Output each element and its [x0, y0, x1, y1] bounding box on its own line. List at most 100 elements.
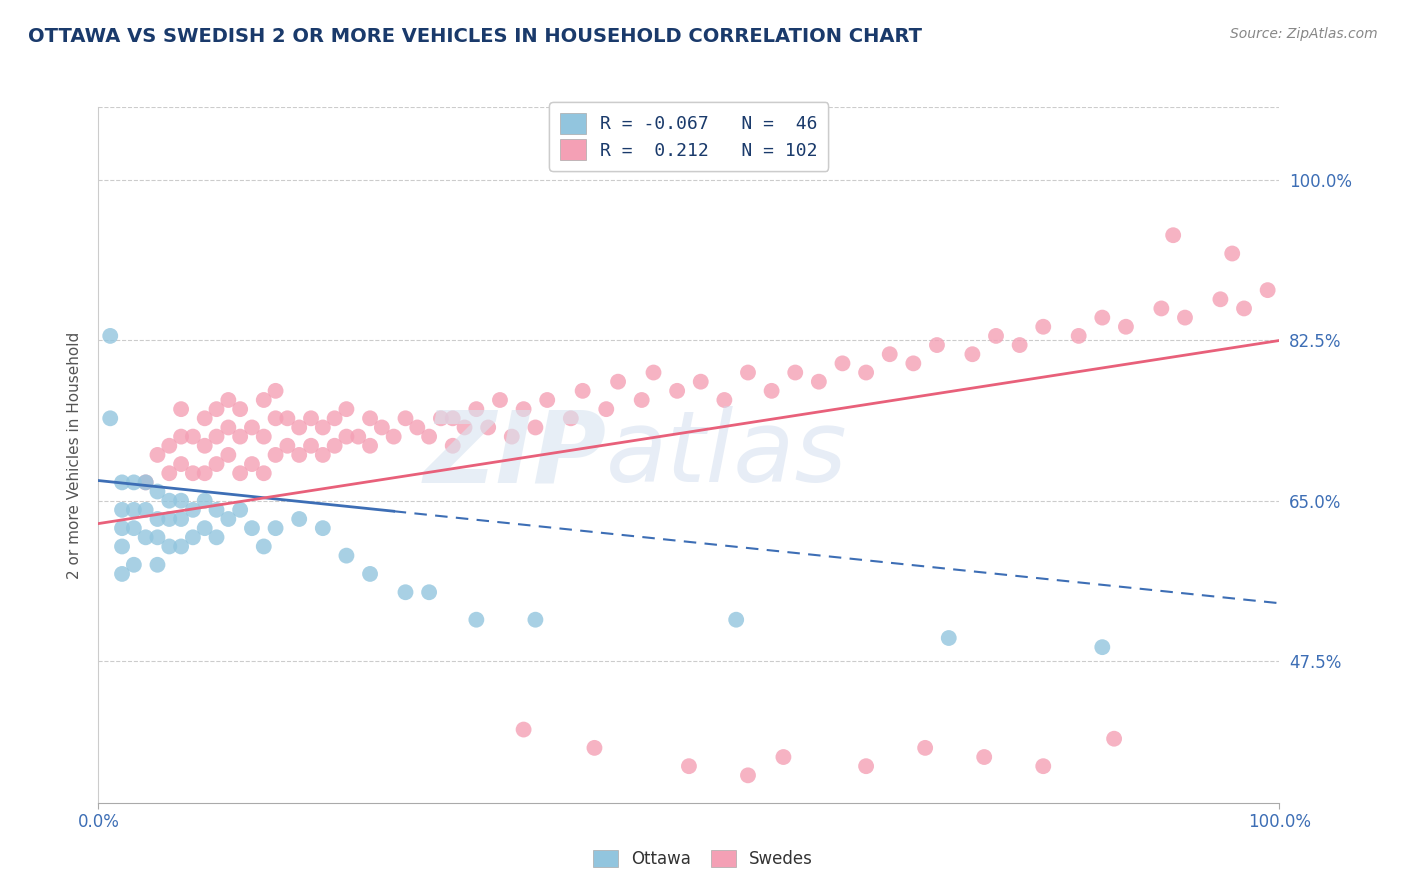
Point — [170, 457, 193, 471]
Point — [181, 467, 204, 481]
Point — [371, 420, 394, 434]
Point — [276, 439, 298, 453]
Point — [312, 420, 335, 434]
Point — [217, 448, 239, 462]
Point — [253, 467, 276, 481]
Point — [1032, 759, 1054, 773]
Point — [111, 521, 134, 535]
Point — [146, 530, 169, 544]
Point — [855, 366, 877, 380]
Point — [1257, 283, 1279, 297]
Point — [240, 457, 263, 471]
Point — [359, 439, 381, 453]
Point — [512, 402, 534, 417]
Point — [205, 530, 228, 544]
Point — [630, 392, 652, 407]
Point — [135, 475, 157, 490]
Point — [394, 585, 416, 599]
Point — [831, 356, 853, 370]
Point — [264, 448, 287, 462]
Point — [170, 540, 193, 554]
Point — [264, 521, 287, 535]
Point — [418, 429, 440, 443]
Point — [135, 503, 157, 517]
Point — [465, 402, 488, 417]
Point — [323, 439, 346, 453]
Point — [299, 411, 322, 425]
Point — [441, 439, 464, 453]
Point — [406, 420, 429, 434]
Point — [1161, 228, 1184, 243]
Text: ZIP: ZIP — [423, 407, 606, 503]
Point — [276, 411, 298, 425]
Point — [312, 521, 335, 535]
Point — [170, 429, 193, 443]
Point — [524, 613, 547, 627]
Point — [359, 411, 381, 425]
Point — [536, 392, 558, 407]
Point — [157, 467, 180, 481]
Point — [229, 467, 252, 481]
Point — [713, 392, 735, 407]
Point — [477, 420, 499, 434]
Point — [643, 366, 665, 380]
Point — [984, 329, 1007, 343]
Point — [394, 411, 416, 425]
Point — [111, 503, 134, 517]
Point — [205, 429, 228, 443]
Point — [1008, 338, 1031, 352]
Point — [335, 429, 357, 443]
Point — [194, 439, 217, 453]
Point — [264, 411, 287, 425]
Point — [441, 411, 464, 425]
Point — [583, 740, 606, 755]
Text: Source: ZipAtlas.com: Source: ZipAtlas.com — [1230, 27, 1378, 41]
Point — [359, 566, 381, 581]
Point — [1102, 731, 1125, 746]
Text: atlas: atlas — [606, 407, 848, 503]
Point — [737, 768, 759, 782]
Point — [253, 540, 276, 554]
Point — [253, 392, 276, 407]
Point — [725, 613, 748, 627]
Point — [111, 566, 134, 581]
Point — [194, 411, 217, 425]
Text: OTTAWA VS SWEDISH 2 OR MORE VEHICLES IN HOUSEHOLD CORRELATION CHART: OTTAWA VS SWEDISH 2 OR MORE VEHICLES IN … — [28, 27, 922, 45]
Point — [217, 392, 239, 407]
Legend: Ottawa, Swedes: Ottawa, Swedes — [586, 843, 820, 875]
Point — [98, 411, 121, 425]
Point — [135, 475, 157, 490]
Point — [157, 439, 180, 453]
Point — [146, 512, 169, 526]
Point — [524, 420, 547, 434]
Point — [146, 558, 169, 572]
Point — [98, 329, 121, 343]
Point — [595, 402, 617, 417]
Point — [146, 448, 169, 462]
Point — [181, 530, 204, 544]
Point — [382, 429, 405, 443]
Point — [914, 740, 936, 755]
Point — [938, 631, 960, 645]
Point — [288, 420, 311, 434]
Point — [761, 384, 783, 398]
Point — [607, 375, 630, 389]
Point — [1115, 319, 1137, 334]
Point — [785, 366, 807, 380]
Point — [229, 402, 252, 417]
Point — [1233, 301, 1256, 316]
Point — [170, 402, 193, 417]
Y-axis label: 2 or more Vehicles in Household: 2 or more Vehicles in Household — [67, 331, 83, 579]
Point — [1150, 301, 1173, 316]
Point — [903, 356, 925, 370]
Point — [217, 512, 239, 526]
Point — [1091, 310, 1114, 325]
Point — [170, 493, 193, 508]
Point — [122, 521, 145, 535]
Point — [240, 521, 263, 535]
Point — [772, 750, 794, 764]
Point — [418, 585, 440, 599]
Point — [973, 750, 995, 764]
Legend: R = -0.067   N =  46, R =  0.212   N = 102: R = -0.067 N = 46, R = 0.212 N = 102 — [550, 103, 828, 171]
Point — [335, 549, 357, 563]
